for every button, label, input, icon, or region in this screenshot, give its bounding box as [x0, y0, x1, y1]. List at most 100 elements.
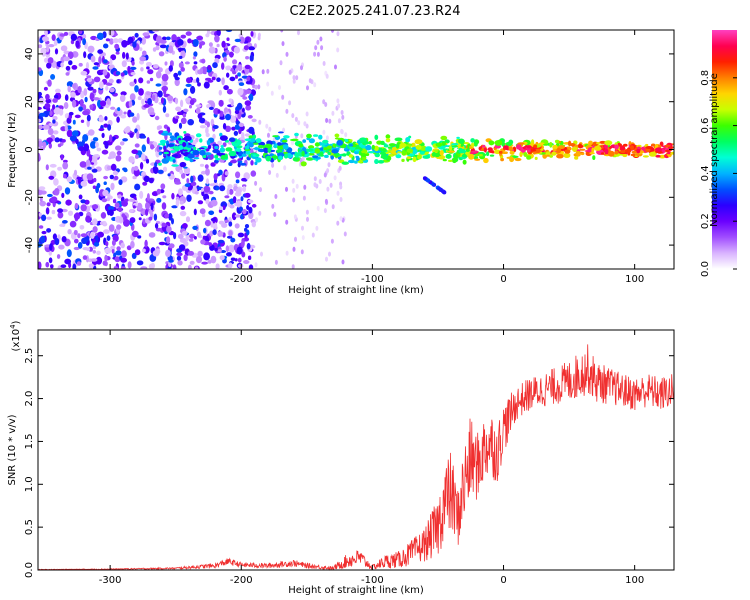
spectrogram-cell: [215, 186, 220, 191]
spectrogram-cell: [242, 208, 247, 215]
spectrogram-cell: [164, 61, 168, 66]
spectrogram-cell: [327, 148, 332, 151]
spectrogram-cell: [103, 59, 108, 64]
spectrogram-cell: [300, 133, 304, 139]
spectrogram-cell: [214, 222, 218, 229]
spectrogram-cell: [580, 152, 585, 156]
spectrogram-cell: [75, 138, 79, 145]
spectrogram-cell: [103, 181, 107, 185]
spectrogram-cell: [153, 64, 159, 69]
spectrogram-cell: [103, 229, 110, 234]
spectrogram-cell: [517, 142, 525, 145]
spectrogram-cell: [47, 128, 54, 136]
spectrogram-cell: [96, 182, 101, 189]
spectrogram-cell: [203, 81, 210, 89]
spectrogram-cell: [624, 148, 632, 153]
spectrogram-cell: [339, 216, 343, 222]
spectrogram-cell: [228, 98, 233, 103]
spectrogram-cell: [192, 39, 199, 47]
spectrogram-cell: [474, 158, 481, 161]
spectrogram-cell: [266, 68, 270, 74]
spectrogram-cell: [110, 245, 116, 250]
spectrogram-cell: [227, 184, 233, 190]
spectrogram-cell: [219, 255, 225, 261]
spectrogram-cell: [74, 238, 79, 244]
spectrogram-cell: [178, 244, 186, 251]
spectrogram-cell: [54, 188, 60, 196]
spectrogram-cell: [171, 34, 178, 42]
y-tick-label: 20: [24, 95, 35, 108]
spectrogram-cell: [359, 137, 367, 143]
spectrogram-cell: [325, 256, 328, 262]
spectrogram-cell: [146, 66, 150, 70]
spectrogram-cell: [176, 255, 182, 261]
spectrogram-cell: [226, 72, 230, 78]
spectrogram-cell: [148, 208, 152, 215]
spectrogram-cell: [444, 139, 450, 144]
spectrogram-cell: [74, 114, 81, 119]
spectrogram-cell: [216, 30, 221, 37]
spectrogram-cell: [267, 132, 270, 138]
spectrogram-cell: [169, 135, 175, 139]
spectrogram-cell: [134, 183, 141, 191]
spectrogram-cell: [241, 240, 245, 248]
spectrogram-cell: [416, 154, 422, 160]
spectrogram-cell: [261, 69, 265, 75]
spectrogram-cell: [38, 106, 42, 110]
spectrogram-cell: [45, 93, 50, 101]
spectrogram-cell: [325, 73, 329, 79]
spectrogram-cell: [283, 165, 287, 171]
spectrogram-cell: [195, 256, 203, 264]
spectrogram-cell: [189, 238, 194, 242]
spectrogram-cell: [341, 153, 347, 157]
spectrogram-cell: [324, 102, 328, 107]
spectrogram-cell: [395, 143, 400, 149]
spectrogram-cell: [196, 35, 204, 41]
spectrogram-cell: [159, 139, 167, 144]
spectrogram-cell: [106, 98, 111, 105]
spectrogram-cell: [180, 99, 184, 108]
spectrogram-cell: [198, 117, 205, 124]
spectrogram-cell: [297, 30, 300, 36]
spectrogram-cell: [324, 154, 329, 158]
spectrogram-cell: [38, 124, 44, 130]
colorbar-ticks: 0.0 0.2 0.4 0.6 0.8: [700, 70, 737, 277]
spectrogram-cell: [118, 179, 123, 186]
spectrogram-cell: [206, 30, 211, 35]
spectrogram-cell: [47, 79, 52, 87]
spectrogram-cell: [306, 133, 312, 139]
x-tick-label: -200: [230, 575, 253, 586]
spectrogram-cell: [142, 218, 146, 225]
spectrogram-cell: [295, 75, 299, 81]
spectrogram-cell: [435, 142, 443, 147]
spectrogram-cell: [552, 148, 558, 152]
spectrogram-cell: [198, 147, 205, 150]
spectrogram-cell: [233, 130, 239, 136]
spectrogram-cell: [245, 105, 252, 111]
spectrogram-cell: [110, 54, 117, 61]
spectrogram-cell: [208, 106, 214, 110]
spectrogram-cell: [614, 150, 619, 155]
spectrogram-cell: [252, 154, 256, 157]
spectrogram-cell: [453, 154, 459, 160]
spectrogram-cell: [85, 215, 91, 223]
spectrogram-cell: [318, 179, 322, 184]
spectrogram-cell: [325, 135, 329, 141]
spectrogram-x-ticks: -300 -200 -100 0 100: [99, 30, 644, 285]
spectrogram-cell: [209, 183, 215, 187]
spectrogram-cell: [150, 144, 155, 150]
spectrogram-cell: [72, 263, 77, 269]
spectrogram-cell: [100, 212, 107, 219]
spectrogram-cell: [101, 149, 109, 155]
spectrogram-cell: [546, 154, 550, 157]
spectrogram-cell: [126, 245, 132, 251]
spectrogram-cell: [103, 43, 109, 49]
spectrogram-cell: [301, 150, 305, 157]
spectrogram-cell: [228, 221, 233, 227]
spectrogram-cell: [113, 252, 117, 258]
spectrogram-cell: [107, 124, 112, 131]
spectrogram-cell: [251, 118, 257, 123]
spectrogram-cell: [508, 146, 514, 152]
spectrogram-cell: [217, 140, 223, 146]
spectrogram-cell: [254, 262, 258, 268]
